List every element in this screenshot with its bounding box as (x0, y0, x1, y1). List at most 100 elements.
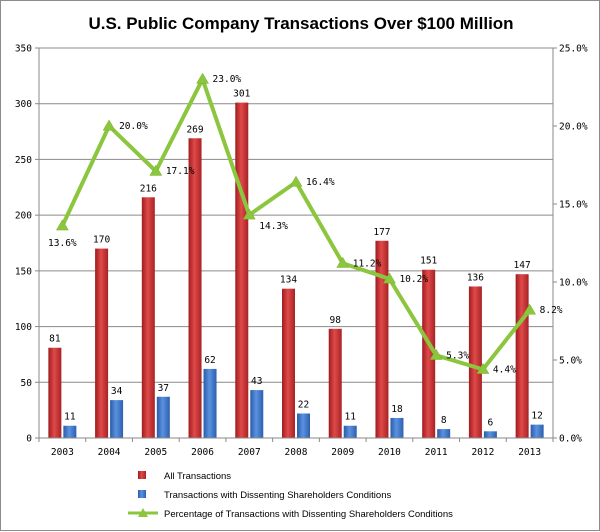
y-right-tick-label: 15.0% (559, 200, 588, 211)
data-labels: 81 11 170 34 216 37 269 62 301 43 134 22 98 11 177 18 15… (48, 74, 563, 428)
x-tick-label: 2009 (331, 447, 354, 458)
x-tick-label: 2011 (425, 447, 448, 458)
all-transactions-value-label: 136 (467, 272, 484, 283)
all-transactions-bar (282, 288, 295, 438)
y-left-tick-label: 250 (15, 155, 32, 166)
chart-title: U.S. Public Company Transactions Over $1… (88, 14, 513, 33)
all-transactions-value-label: 216 (140, 183, 157, 194)
percentage-marker (336, 256, 350, 268)
all-transactions-bar (188, 138, 202, 438)
all-transactions-value-label: 147 (514, 260, 531, 271)
all-transactions-value-label: 301 (233, 89, 250, 100)
y-left-tick-label: 100 (15, 322, 32, 333)
dissenting-transactions-value-label: 22 (298, 399, 309, 410)
all-transactions-bar (48, 347, 62, 438)
legend-label-dissenting: Transactions with Dissenting Shareholder… (164, 490, 391, 501)
dissenting-transactions-bar (343, 425, 357, 438)
all-transactions-bar (468, 286, 482, 438)
y-left-tick-label: 150 (15, 266, 32, 277)
percentage-marker (242, 208, 256, 220)
y-left-tick-label: 50 (21, 378, 33, 389)
percentage-value-label: 14.3% (259, 221, 288, 232)
all-transactions-bar (422, 269, 436, 438)
dissenting-transactions-value-label: 12 (531, 411, 542, 422)
x-tick-label: 2006 (191, 447, 214, 458)
percentage-marker (102, 119, 116, 131)
y-right-tick-label: 10.0% (559, 278, 588, 289)
x-tick-label: 2003 (51, 447, 74, 458)
y-left-tick-label: 350 (15, 44, 32, 55)
y-right-tick-label: 0.0% (559, 434, 582, 445)
percentage-marker (289, 175, 303, 187)
dissenting-transactions-bar (203, 368, 217, 438)
all-transactions-bar (328, 328, 342, 438)
dissenting-transactions-value-label: 37 (158, 383, 169, 394)
dissenting-transactions-bar (297, 413, 310, 438)
legend-swatch-dissenting (138, 490, 146, 498)
percentage-line-series (55, 72, 537, 374)
percentage-marker (196, 72, 209, 84)
axes: 0 50 100 150 200 250 300 350 0.0% 5.0% 10.0% 15.0% 2… (15, 44, 588, 459)
percentage-value-label: 8.2% (540, 305, 563, 316)
dissenting-transactions-bar (156, 396, 170, 438)
bars (48, 102, 544, 438)
dissenting-transactions-bar (530, 424, 544, 438)
percentage-marker (429, 348, 443, 360)
y-right-tick-label: 5.0% (559, 356, 582, 367)
percentage-value-label: 23.0% (213, 74, 242, 85)
all-transactions-bar (235, 102, 249, 438)
legend-label-all-transactions: All Transactions (164, 471, 231, 482)
x-tick-label: 2013 (518, 447, 541, 458)
dissenting-transactions-bar (437, 429, 451, 438)
percentage-marker (523, 303, 537, 315)
x-tick-label: 2012 (471, 447, 494, 458)
x-tick-label: 2010 (378, 447, 401, 458)
percentage-marker (149, 164, 163, 176)
x-tick-label: 2005 (144, 447, 167, 458)
dissenting-transactions-value-label: 8 (441, 415, 447, 426)
all-transactions-value-label: 134 (280, 275, 297, 286)
dissenting-transactions-value-label: 62 (204, 355, 215, 366)
all-transactions-value-label: 98 (330, 315, 342, 326)
x-tick-label: 2008 (285, 447, 308, 458)
percentage-value-label: 17.1% (166, 166, 195, 177)
y-left-tick-label: 0 (26, 434, 32, 445)
dissenting-transactions-bar (63, 425, 77, 438)
percentage-value-label: 16.4% (306, 177, 335, 188)
all-transactions-value-label: 151 (420, 256, 437, 267)
legend-marker-percentage (138, 508, 148, 517)
all-transactions-value-label: 177 (373, 227, 390, 238)
dissenting-transactions-bar (390, 417, 404, 438)
all-transactions-bar (95, 248, 109, 438)
legend: All Transactions Transactions with Dissen… (128, 471, 453, 520)
percentage-value-label: 20.0% (119, 121, 148, 132)
all-transactions-bar (515, 274, 529, 438)
all-transactions-bar (375, 240, 389, 438)
percentage-value-label: 10.2% (399, 274, 428, 285)
all-transactions-bar (141, 197, 155, 438)
x-tick-label: 2004 (98, 447, 121, 458)
all-transactions-value-label: 170 (93, 235, 110, 246)
y-left-tick-label: 200 (15, 211, 32, 222)
percentage-value-label: 11.2% (353, 258, 382, 269)
percentage-marker (55, 219, 69, 231)
percentage-marker (383, 272, 396, 284)
y-right-tick-label: 20.0% (559, 122, 588, 133)
all-transactions-value-label: 81 (49, 334, 61, 345)
dissenting-transactions-value-label: 43 (251, 376, 262, 387)
dissenting-transactions-bar (110, 400, 124, 438)
dissenting-transactions-value-label: 6 (488, 417, 494, 428)
dissenting-transactions-value-label: 34 (111, 386, 123, 397)
percentage-value-label: 13.6% (48, 238, 77, 249)
all-transactions-value-label: 269 (186, 124, 203, 135)
x-tick-label: 2007 (238, 447, 261, 458)
percentage-marker (476, 362, 490, 374)
dissenting-transactions-bar (250, 390, 264, 438)
gridlines (39, 47, 553, 439)
y-left-tick-label: 300 (15, 99, 32, 110)
percentage-value-label: 5.3% (446, 350, 469, 361)
dissenting-transactions-value-label: 11 (64, 412, 76, 423)
dissenting-transactions-value-label: 18 (391, 404, 403, 415)
